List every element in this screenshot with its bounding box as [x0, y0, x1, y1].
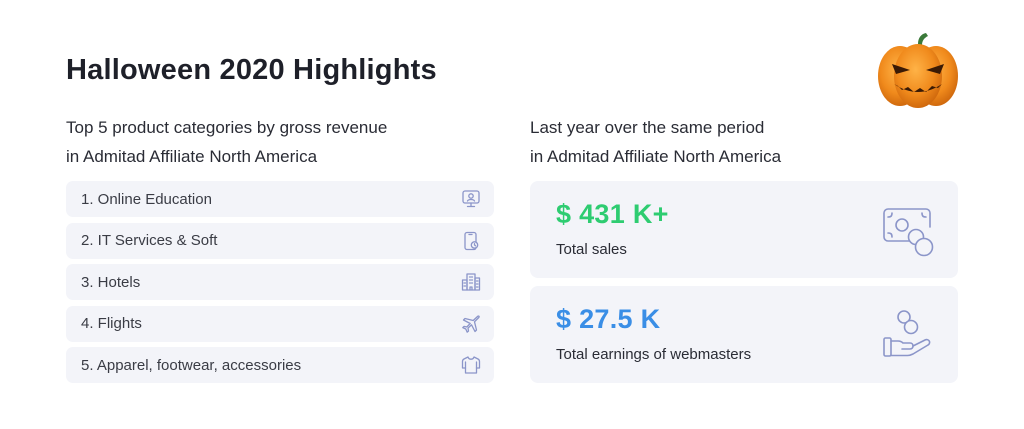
total-sales-card: $ 431 K+ Total sales [530, 181, 958, 278]
categories-subtitle-line2: in Admitad Affiliate North America [66, 147, 318, 166]
category-item-apparel: 5. Apparel, footwear, accessories [66, 347, 494, 383]
category-label: 4. Flights [81, 315, 142, 332]
categories-subtitle: Top 5 product categories by gross revenu… [66, 113, 506, 171]
category-item-online-education: 1. Online Education [66, 181, 494, 217]
cash-coins-icon [883, 208, 934, 257]
category-label: 3. Hotels [81, 273, 141, 291]
category-item-it-services: 2. IT Services & Soft [66, 222, 494, 259]
category-label: 5. Apparel, footwear, accessories [81, 356, 302, 374]
monitor-icon [462, 190, 480, 208]
total-sales-label: Total sales [556, 241, 627, 258]
category-label: 1. Online Education [81, 190, 212, 208]
building-icon [461, 273, 481, 291]
shirt-icon [461, 356, 481, 374]
category-item-hotels: 3. Hotels [66, 264, 494, 300]
jack-o-lantern-icon [878, 33, 958, 108]
stats-subtitle-line2: in Admitad Affiliate North America [530, 147, 782, 166]
stats-subtitle-line1: Last year over the same period [530, 118, 765, 137]
stats-subtitle: Last year over the same period in Admita… [530, 113, 950, 171]
hand-coins-icon [883, 310, 931, 357]
categories-subtitle-line1: Top 5 product categories by gross revenu… [66, 118, 388, 137]
smartphone-icon [464, 231, 479, 250]
category-label: 2. IT Services & Soft [81, 232, 218, 249]
airplane-icon [462, 314, 480, 333]
total-earnings-label: Total earnings of webmasters [556, 346, 752, 363]
total-earnings-card: $ 27.5 K Total earnings of webmasters [530, 286, 958, 383]
total-earnings-value: $ 27.5 K [556, 304, 661, 334]
category-item-flights: 4. Flights [66, 305, 494, 342]
total-sales-value: $ 431 K+ [556, 199, 669, 229]
page-title: Halloween 2020 Highlights [66, 54, 437, 86]
category-list: 1. Online Education 2. IT Services & Sof… [66, 181, 494, 389]
